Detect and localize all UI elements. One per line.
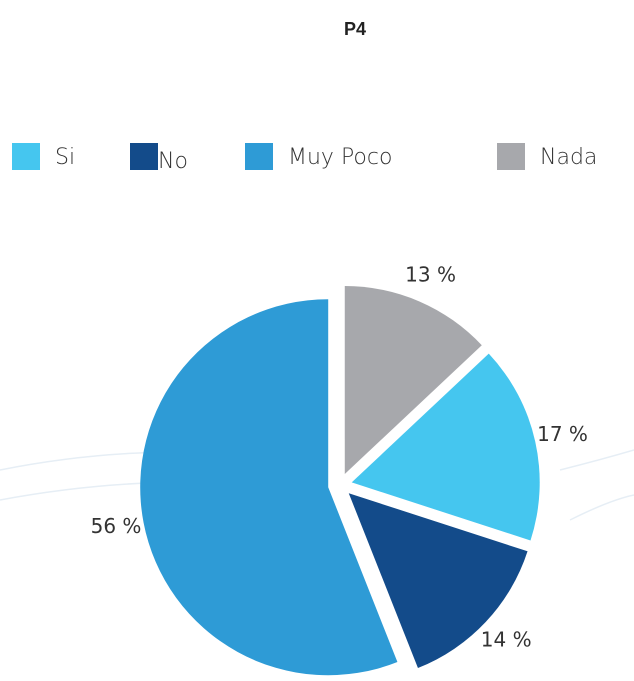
legend-swatch	[12, 143, 40, 170]
legend-swatch	[497, 143, 525, 170]
pie-slice	[344, 285, 482, 474]
legend-swatch	[130, 143, 158, 170]
legend-label: Nada	[540, 145, 597, 170]
data-label: 56 %	[91, 514, 142, 538]
legend-swatch	[245, 143, 273, 170]
chart-title: P4	[344, 19, 366, 39]
legend-label: Muy Poco	[288, 145, 392, 170]
pie-slice	[351, 353, 540, 541]
data-label: 17 %	[537, 422, 588, 446]
data-label: 14 %	[481, 628, 532, 652]
data-label: 13 %	[405, 262, 456, 286]
legend-label: Si	[55, 145, 75, 170]
pie-slice	[140, 299, 398, 676]
pie-slice	[348, 493, 528, 669]
legend-label: No	[158, 149, 188, 174]
